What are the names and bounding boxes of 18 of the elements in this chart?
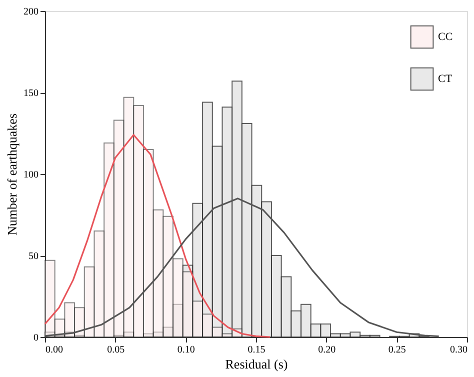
x-tick-label: 0.10 [177, 344, 195, 356]
x-tick-label: 0.25 [388, 344, 406, 356]
x-tick-label: 0.30 [450, 344, 468, 356]
legend-label: CT [438, 73, 452, 85]
y-tick-label: 0 [34, 332, 38, 344]
x-tick-label: 0.20 [318, 344, 336, 356]
x-tick-label: 0.15 [248, 344, 266, 356]
line-series [44, 134, 271, 338]
legend-label: CC [438, 31, 453, 43]
y-tick-label: 200 [24, 6, 38, 18]
y-axis-title: Number of earthquakes [4, 113, 20, 236]
line-series [44, 198, 440, 338]
y-tick-label: 100 [24, 170, 38, 180]
x-axis-title: Residual (s) [225, 356, 288, 372]
y-tick-label: 150 [24, 88, 38, 99]
y-tick-label: 50 [28, 251, 38, 262]
x-tick-label: 0.00 [46, 344, 63, 356]
x-tick-label: 0.05 [107, 344, 125, 356]
